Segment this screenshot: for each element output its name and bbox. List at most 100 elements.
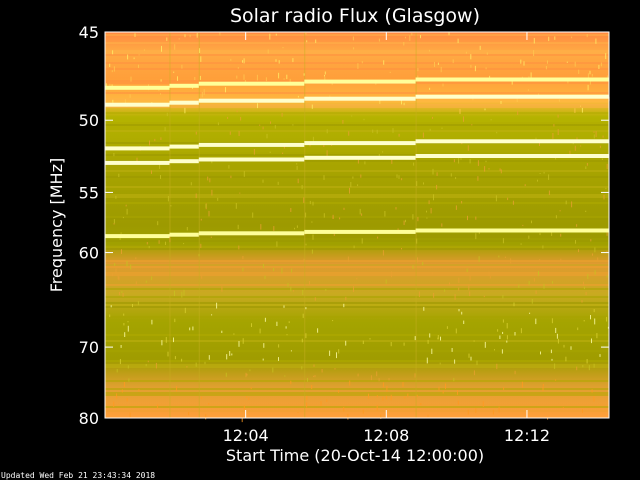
noise-speck xyxy=(457,390,458,395)
noise-speck xyxy=(208,210,210,217)
noise-speck xyxy=(553,124,555,127)
noise-speck xyxy=(586,163,588,166)
noise-speck xyxy=(174,44,176,50)
noise-speck xyxy=(455,328,457,334)
noise-speck xyxy=(112,273,113,277)
noise-speck xyxy=(416,394,418,398)
noise-speck xyxy=(117,274,119,280)
noise-speck xyxy=(238,341,240,347)
bright-line xyxy=(198,98,305,103)
noise-speck xyxy=(440,336,441,341)
heatmap-band xyxy=(105,216,609,218)
segment-boundary xyxy=(415,32,417,418)
noise-speck xyxy=(297,178,299,184)
noise-speck xyxy=(453,159,455,163)
noise-speck xyxy=(135,257,137,260)
noise-speck xyxy=(125,204,127,207)
noise-speck xyxy=(484,341,486,348)
noise-speck xyxy=(432,168,434,175)
y-tick-label: 60 xyxy=(79,244,99,263)
bright-line xyxy=(198,157,305,162)
noise-speck xyxy=(396,174,398,178)
noise-speck xyxy=(110,305,112,308)
noise-speck xyxy=(577,327,579,331)
noise-speck xyxy=(441,127,443,129)
noise-speck xyxy=(170,205,172,207)
noise-speck xyxy=(184,307,186,314)
noise-speck xyxy=(160,93,161,95)
noise-speck xyxy=(496,363,498,370)
noise-speck xyxy=(243,405,245,410)
noise-speck xyxy=(242,267,244,272)
noise-speck xyxy=(217,197,219,201)
noise-speck xyxy=(151,276,153,281)
noise-speck xyxy=(243,58,245,64)
noise-speck xyxy=(502,331,504,334)
noise-speck xyxy=(469,275,471,281)
bright-line xyxy=(105,146,170,151)
noise-speck xyxy=(409,35,411,41)
noise-speck xyxy=(173,337,174,343)
noise-speck xyxy=(390,342,392,347)
heatmap-band xyxy=(105,202,609,204)
noise-speck xyxy=(442,83,444,87)
noise-speck xyxy=(539,141,540,146)
noise-speck xyxy=(606,232,608,236)
noise-speck xyxy=(118,291,120,296)
noise-speck xyxy=(552,133,554,139)
noise-speck xyxy=(501,349,503,354)
noise-speck xyxy=(285,326,287,329)
bright-line xyxy=(304,155,416,160)
noise-speck xyxy=(475,408,477,413)
noise-speck xyxy=(148,246,150,249)
noise-speck xyxy=(382,382,384,388)
noise-speck xyxy=(385,395,387,400)
heatmap-band xyxy=(105,296,609,298)
noise-speck xyxy=(476,360,478,366)
noise-speck xyxy=(427,414,429,417)
noise-speck xyxy=(113,66,115,72)
noise-speck xyxy=(105,83,107,88)
bright-line xyxy=(304,141,416,146)
noise-speck xyxy=(130,76,132,82)
bright-line xyxy=(169,144,199,149)
noise-speck xyxy=(130,264,132,270)
noise-speck xyxy=(517,110,519,115)
noise-speck xyxy=(571,201,573,208)
noise-speck xyxy=(552,281,553,284)
noise-speck xyxy=(376,405,378,411)
noise-speck xyxy=(607,326,609,329)
noise-speck xyxy=(331,83,333,86)
heatmap-band xyxy=(105,106,609,108)
noise-speck xyxy=(243,171,245,177)
noise-speck xyxy=(535,290,537,295)
noise-speck xyxy=(478,256,480,262)
heatmap-band xyxy=(105,104,609,106)
heatmap-band xyxy=(105,54,609,56)
noise-speck xyxy=(205,414,207,420)
noise-speck xyxy=(324,71,326,75)
noise-speck xyxy=(498,255,500,258)
noise-speck xyxy=(528,76,530,79)
y-tick-label: 45 xyxy=(79,23,99,42)
noise-speck xyxy=(588,365,590,371)
noise-speck xyxy=(149,140,150,146)
heatmap-band xyxy=(105,264,609,266)
noise-speck xyxy=(242,256,244,260)
noise-speck xyxy=(200,243,202,248)
noise-speck xyxy=(183,289,185,296)
noise-speck xyxy=(265,77,267,82)
noise-speck xyxy=(321,369,323,373)
noise-speck xyxy=(502,295,504,299)
noise-speck xyxy=(433,292,435,298)
noise-speck xyxy=(350,182,352,188)
noise-speck xyxy=(449,282,450,286)
noise-speck xyxy=(221,330,223,333)
noise-speck xyxy=(457,38,459,44)
noise-speck xyxy=(208,355,210,360)
noise-speck xyxy=(147,360,149,363)
noise-speck xyxy=(292,124,294,126)
noise-speck xyxy=(401,248,402,250)
noise-speck xyxy=(467,215,468,221)
noise-speck xyxy=(146,242,148,245)
